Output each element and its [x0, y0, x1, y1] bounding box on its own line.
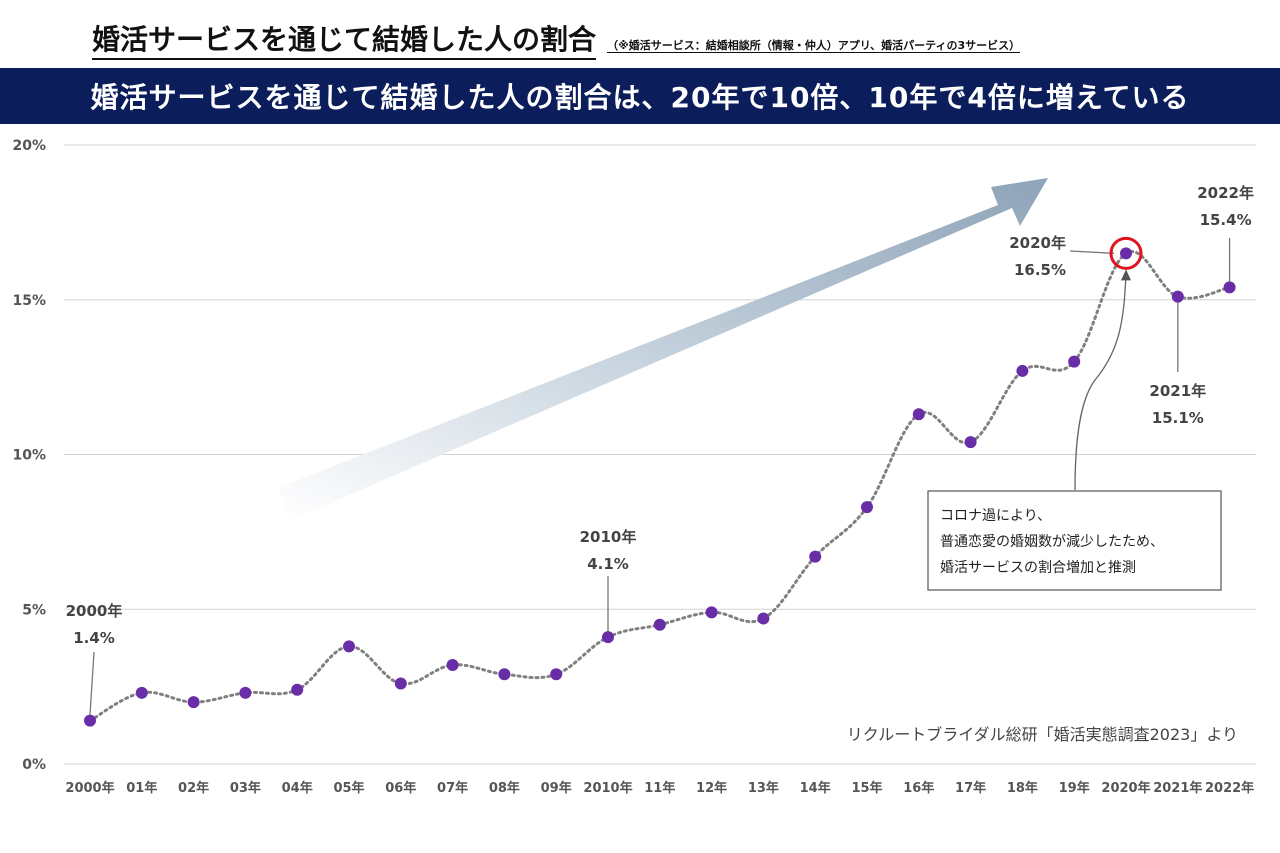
x-tick-label: 11年 [644, 780, 675, 796]
annotation-leader [1069, 250, 1115, 254]
data-point [1068, 355, 1081, 368]
data-point [602, 631, 614, 644]
chart-title: 婚活サービスを通じて結婚した人の割合 [92, 23, 597, 60]
annotations: 2000年 1.4% 2010年 4.1% 2020年 16.5% 2021年 15.1% 20… [66, 184, 1254, 647]
data-point [550, 668, 563, 681]
arrowhead-icon [1121, 269, 1131, 281]
annotation-year: 2022年 [1197, 184, 1254, 202]
x-tick-label: 19年 [1059, 780, 1090, 796]
y-tick-label: 5% [22, 602, 46, 618]
data-point [861, 501, 873, 514]
data-point [653, 618, 666, 631]
x-tick-label: 14年 [800, 780, 831, 796]
x-tick-label: 12年 [696, 780, 727, 796]
x-tick-label: 01年 [126, 780, 157, 796]
data-point [84, 714, 96, 727]
annotation-year: 2021年 [1149, 382, 1206, 400]
data-point [343, 640, 355, 653]
y-tick-label: 20% [12, 138, 46, 154]
data-point [809, 550, 822, 563]
x-tick-label: 06年 [385, 780, 416, 796]
x-tick-label: 16年 [903, 780, 934, 796]
x-tick-label: 08年 [489, 780, 520, 796]
callout-leader [1074, 273, 1127, 491]
x-tick-label: 2021年 [1153, 780, 1202, 796]
data-point [1223, 281, 1236, 294]
data-point [1016, 364, 1029, 377]
annotation-value: 15.1% [1152, 409, 1204, 427]
annotation-year: 2010年 [580, 528, 637, 546]
y-tick-label: 10% [12, 448, 46, 464]
x-tick-label: 02年 [178, 780, 209, 796]
x-tick-label: 2000年 [65, 780, 114, 796]
trend-arrow-icon [278, 178, 1048, 520]
annotation-value: 15.4% [1200, 211, 1252, 229]
title-row: 婚活サービスを通じて結婚した人の割合 （※婚活サービス：結婚相談所（情報・仲人）… [92, 18, 1021, 60]
x-tick-label: 18年 [1007, 780, 1038, 796]
callout-line-1: コロナ過により、 [940, 508, 1051, 524]
x-tick-label: 05年 [333, 780, 364, 796]
data-point [1171, 290, 1184, 303]
annotation-value: 1.4% [73, 629, 115, 647]
data-point [394, 677, 407, 690]
x-tick-label: 2022年 [1205, 780, 1254, 796]
x-tick-label: 03年 [230, 780, 261, 796]
x-tick-label: 09年 [541, 780, 572, 796]
data-point [291, 683, 304, 696]
data-point [964, 436, 977, 449]
data-point [187, 696, 200, 709]
callout-line-2: 普通恋愛の婚姻数が減少したため、 [940, 533, 1164, 550]
annotation-leader [89, 651, 95, 715]
title-note: （※婚活サービス：結婚相談所（情報・仲人）アプリ、婚活パーティの3サービス） [607, 39, 1021, 53]
headline-banner: 婚活サービスを通じて結婚した人の割合は、20年で10倍、10年で4倍に増えている [0, 68, 1280, 124]
annotation-year: 2020年 [1009, 234, 1066, 252]
series-line [88, 250, 1232, 723]
annotation-leaders [89, 238, 1231, 715]
annotation-value: 4.1% [587, 555, 629, 573]
x-tick-label: 13年 [748, 780, 779, 796]
callout-box: コロナ過により、 普通恋愛の婚姻数が減少したため、 婚活サービスの割合増加と推測 [927, 490, 1222, 591]
y-tick-label: 0% [22, 757, 46, 773]
x-tick-label: 2020年 [1101, 780, 1150, 796]
data-point [1120, 247, 1132, 260]
annotation-year: 2000年 [66, 602, 123, 620]
data-point [135, 686, 148, 699]
y-axis: 0% 5% 10% 15% 20% [12, 138, 46, 773]
x-tick-label: 07年 [437, 780, 468, 796]
data-point [239, 686, 252, 699]
callout-line-3: 婚活サービスの割合増加と推測 [940, 559, 1136, 576]
grid-lines [64, 144, 1256, 765]
data-point [446, 658, 459, 671]
data-point [757, 612, 770, 625]
data-points [84, 247, 1236, 727]
source-note: リクルートブライダル総研「婚活実態調査2023」より [847, 725, 1238, 744]
data-point [705, 606, 718, 619]
highlight-circle [1109, 236, 1143, 270]
data-point [912, 408, 925, 421]
x-tick-label: 17年 [955, 780, 986, 796]
x-tick-label: 2010年 [583, 780, 632, 796]
data-point [498, 668, 511, 681]
x-tick-label: 15年 [851, 780, 882, 796]
x-tick-label: 04年 [282, 780, 313, 796]
annotation-value: 16.5% [1014, 261, 1066, 279]
x-axis: 2000年 01年 02年 03年 04年 05年 06年 07年 08年 09年 2010年 11年… [65, 780, 1254, 796]
y-tick-label: 15% [12, 293, 46, 309]
